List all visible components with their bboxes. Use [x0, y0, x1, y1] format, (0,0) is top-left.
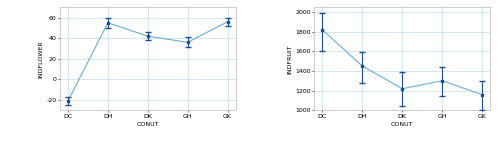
- Y-axis label: INDFRUIT: INDFRUIT: [288, 44, 292, 74]
- X-axis label: CONUT: CONUT: [391, 122, 413, 127]
- X-axis label: CONUT: CONUT: [136, 122, 159, 127]
- Y-axis label: INDFLOWER: INDFLOWER: [38, 40, 44, 78]
